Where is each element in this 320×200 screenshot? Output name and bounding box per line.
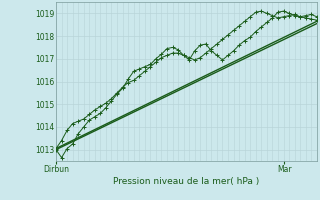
X-axis label: Pression niveau de la mer( hPa ): Pression niveau de la mer( hPa ) <box>113 177 260 186</box>
